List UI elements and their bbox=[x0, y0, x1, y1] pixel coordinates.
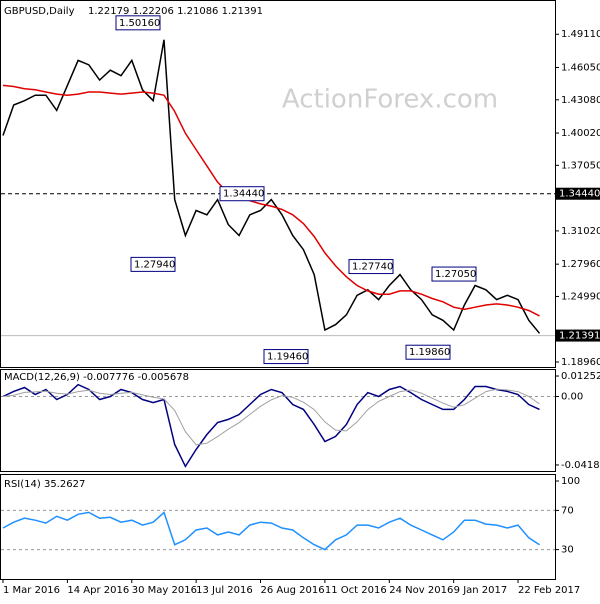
macd-panel bbox=[0, 369, 556, 472]
watermark: ActionForex.com bbox=[282, 85, 498, 115]
y-tick-label: 1.27960 bbox=[561, 259, 600, 270]
x-tick-label: 13 Jul 2016 bbox=[196, 585, 253, 596]
y-tick-label: 30 bbox=[561, 545, 574, 556]
series-line bbox=[2, 84, 540, 317]
annotation-label: 1.34440 bbox=[223, 189, 264, 200]
annotation-label: 1.27740 bbox=[352, 262, 393, 273]
annotation-box bbox=[348, 259, 394, 275]
annotation-box bbox=[115, 15, 161, 31]
x-tick-label: 1 Mar 2016 bbox=[3, 585, 60, 596]
series-line bbox=[2, 511, 540, 551]
panel-subtitle: 1.22179 1.22206 1.21086 1.21391 bbox=[88, 6, 263, 17]
series-line bbox=[2, 39, 541, 334]
annotation-box bbox=[263, 349, 309, 365]
y-tick-label: 70 bbox=[561, 505, 574, 516]
annotation-box bbox=[431, 266, 477, 282]
level-label: 1.34440 bbox=[559, 189, 600, 200]
series-line bbox=[2, 383, 540, 468]
panel-title: RSI(14) 35.2627 bbox=[4, 479, 85, 490]
price-panel bbox=[0, 0, 556, 368]
x-tick-label: 11 Oct 2016 bbox=[325, 585, 387, 596]
panel-title: MACD(12,26,9) -0.007776 -0.005678 bbox=[4, 372, 189, 383]
annotation-box bbox=[219, 186, 265, 202]
annotation-label: 1.19860 bbox=[409, 347, 450, 358]
y-tick-label: 1.40020 bbox=[561, 128, 600, 139]
last-price-box bbox=[556, 329, 600, 342]
y-tick-label: 1.43080 bbox=[561, 95, 600, 106]
y-tick-label: -0.041823 bbox=[561, 460, 600, 471]
y-tick-label: 0.00 bbox=[561, 392, 583, 403]
annotation-label: 1.27940 bbox=[134, 259, 175, 270]
y-tick-label: 1.24990 bbox=[561, 291, 600, 302]
annotation-box bbox=[405, 344, 451, 360]
y-tick-label: 1.49110 bbox=[561, 29, 600, 40]
x-tick-label: 24 Nov 2016 bbox=[389, 585, 453, 596]
annotation-box bbox=[130, 256, 176, 272]
x-tick-label: 30 May 2016 bbox=[132, 585, 197, 596]
x-tick-label: 14 Apr 2016 bbox=[67, 585, 129, 596]
panel-title: GBPUSD,Daily bbox=[4, 6, 75, 17]
annotation-label: 1.27050 bbox=[435, 269, 476, 280]
y-tick-label: 1.37050 bbox=[561, 160, 600, 171]
annotation-label: 1.50160 bbox=[119, 18, 160, 29]
level-box bbox=[556, 187, 600, 200]
last-price-label: 1.21391 bbox=[559, 331, 600, 342]
rsi-panel bbox=[0, 474, 556, 580]
y-tick-label: 1.18960 bbox=[561, 357, 600, 368]
y-tick-label: 1.46050 bbox=[561, 63, 600, 74]
annotation-label: 1.19460 bbox=[267, 352, 308, 363]
x-tick-label: 9 Jan 2017 bbox=[454, 585, 508, 596]
y-tick-label: 1.31020 bbox=[561, 226, 600, 237]
series-line bbox=[2, 388, 540, 446]
y-tick-label: 0.012522 bbox=[561, 371, 600, 382]
x-tick-label: 26 Aug 2016 bbox=[261, 585, 325, 596]
y-tick-label: 100 bbox=[561, 476, 580, 487]
x-tick-label: 22 Feb 2017 bbox=[518, 585, 580, 596]
